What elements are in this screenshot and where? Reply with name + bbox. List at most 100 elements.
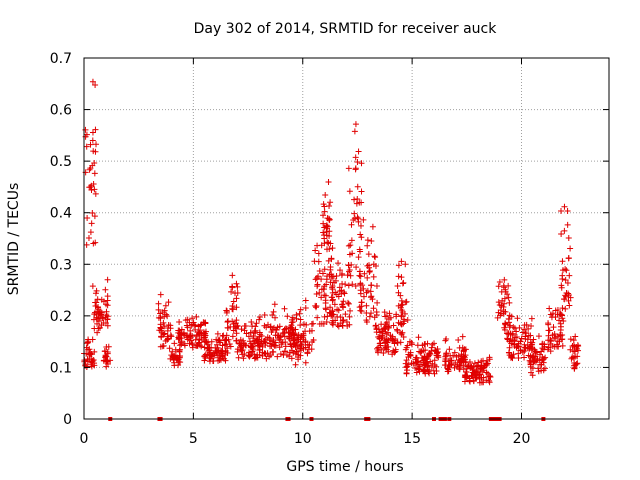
- data-point: [332, 317, 339, 324]
- data-point: [380, 349, 387, 356]
- data-point: [192, 336, 199, 343]
- data-point: [184, 336, 191, 343]
- data-point: [308, 327, 315, 334]
- data-point: [84, 215, 91, 222]
- data-point: [346, 313, 353, 320]
- data-point: [534, 355, 541, 362]
- data-point: [390, 322, 397, 329]
- data-point: [431, 340, 438, 347]
- data-point: [562, 305, 569, 312]
- data-point: [383, 320, 390, 327]
- data-point: [559, 272, 566, 279]
- data-point: [505, 315, 512, 322]
- data-point: [104, 348, 111, 355]
- data-point: [559, 342, 566, 349]
- data-point: [570, 337, 577, 344]
- data-point: [269, 312, 276, 319]
- data-point: [572, 361, 579, 368]
- data-point: [235, 354, 242, 361]
- data-point: [357, 280, 364, 287]
- data-point: [389, 351, 396, 358]
- data-point: [356, 268, 363, 275]
- data-point: [413, 354, 420, 361]
- data-point: [321, 283, 328, 290]
- data-point: [269, 348, 276, 355]
- data-point: [370, 273, 377, 280]
- data-point: [462, 359, 469, 366]
- data-point: [571, 348, 578, 355]
- data-point: [240, 355, 247, 362]
- data-point: [88, 220, 95, 227]
- data-point: [420, 347, 427, 354]
- data-point: [376, 335, 383, 342]
- data-point: [381, 345, 388, 352]
- data-point: [502, 320, 509, 327]
- data-point: [324, 239, 331, 246]
- data-point: [348, 261, 355, 268]
- data-point: [327, 240, 334, 247]
- data-point: [229, 305, 236, 312]
- data-point: [320, 220, 327, 227]
- data-point: [550, 324, 557, 331]
- data-point: [404, 317, 411, 324]
- data-point: [224, 319, 231, 326]
- data-point: [335, 323, 342, 330]
- data-point: [535, 333, 542, 340]
- data-point: [406, 338, 413, 345]
- data-point: [202, 351, 209, 358]
- data-point: [312, 304, 319, 311]
- data-point: [399, 329, 406, 336]
- data-point: [402, 299, 409, 306]
- data-point: [259, 352, 266, 359]
- data-point: [314, 283, 321, 290]
- data-point: [291, 340, 298, 347]
- data-point: [300, 321, 307, 328]
- data-point: [320, 201, 327, 208]
- data-point: [293, 315, 300, 322]
- data-point: [346, 188, 353, 195]
- data-point: [88, 182, 95, 189]
- data-point: [331, 301, 338, 308]
- data-point: [91, 186, 98, 193]
- data-point: [454, 361, 461, 368]
- data-point: [432, 347, 439, 354]
- data-point: [350, 217, 357, 224]
- data-point: [176, 318, 183, 325]
- data-point: [545, 327, 552, 334]
- data-point: [334, 313, 341, 320]
- data-point: [403, 364, 410, 371]
- data-point: [419, 342, 426, 349]
- chart-title: Day 302 of 2014, SRMTID for receiver auc…: [194, 21, 498, 37]
- data-point: [521, 326, 528, 333]
- data-point: [352, 121, 359, 128]
- data-point: [201, 319, 208, 326]
- data-point: [323, 228, 330, 235]
- data-point: [93, 314, 100, 321]
- data-point: [214, 330, 221, 337]
- data-point: [102, 352, 109, 359]
- data-point: [486, 377, 493, 384]
- data-point: [249, 343, 256, 350]
- y-tick-label: 0.7: [50, 51, 72, 67]
- data-point: [521, 348, 528, 355]
- data-point: [374, 347, 381, 354]
- data-point: [463, 368, 470, 375]
- data-point: [247, 352, 254, 359]
- data-point: [248, 351, 255, 358]
- data-point: [233, 317, 240, 324]
- data-point: [570, 342, 577, 349]
- data-point: [344, 299, 351, 306]
- data-point: [446, 346, 453, 353]
- data-point: [95, 303, 102, 310]
- data-point: [384, 329, 391, 336]
- data-point: [226, 341, 233, 348]
- data-point: [250, 335, 257, 342]
- data-point: [219, 333, 226, 340]
- data-point: [368, 310, 375, 317]
- data-point: [527, 339, 534, 346]
- y-tick-label: 0.1: [50, 360, 72, 376]
- data-point: [293, 348, 300, 355]
- data-point: [223, 336, 230, 343]
- data-point: [530, 358, 537, 365]
- data-point: [327, 263, 334, 270]
